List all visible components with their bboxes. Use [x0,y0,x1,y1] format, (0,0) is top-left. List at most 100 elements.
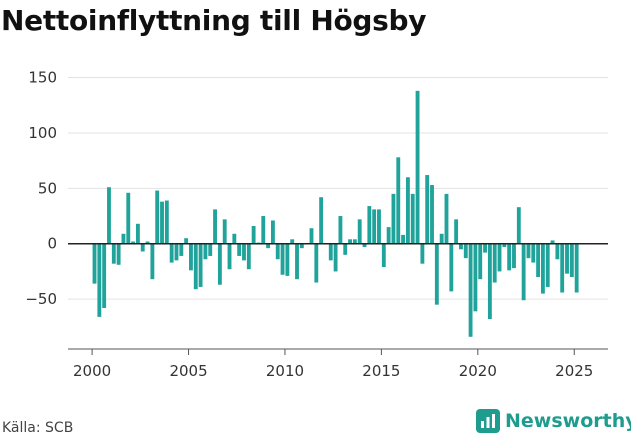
bar [526,243,531,259]
bar [425,175,430,244]
bar [516,207,521,244]
bar [97,243,102,317]
bar [391,193,396,244]
bar [237,243,242,256]
bar [420,243,425,264]
x-tick-label: 2020 [459,362,497,380]
newsworthy-logo: Newsworthy [476,409,631,433]
bar [208,243,213,256]
bar [401,234,406,244]
bar [193,243,198,290]
bar [348,239,352,244]
bar [328,243,333,261]
bar [502,243,507,248]
source-note: Källa: SCB [2,420,74,436]
y-axis: 150 100 50 0 −50 [25,69,57,309]
bar [131,241,136,244]
bar [540,243,545,294]
bar [434,243,439,305]
bar [319,197,324,244]
x-tick-label: 2025 [555,362,593,380]
x-tick-label: 2000 [73,362,111,380]
bar [135,223,140,244]
bar [189,243,193,271]
bar [531,243,536,263]
bar [560,243,565,293]
bar [444,193,449,244]
bar [372,209,377,244]
bar [295,243,299,280]
bar [377,209,381,244]
bar [569,243,574,277]
bar [454,219,459,244]
bar [405,177,410,244]
y-tick-label: 0 [47,235,57,253]
bar [299,243,304,249]
bar [203,243,208,260]
x-tick-label: 2010 [266,362,304,380]
bar-chart: 150 100 50 0 −50 2000 2005 2010 2015 2020 2025 [25,69,608,380]
brand-name: Newsworthy [505,410,631,432]
y-tick-label: 50 [38,179,57,197]
bar [483,243,487,253]
bar [222,219,227,244]
bar [468,243,473,337]
bar [367,206,372,244]
bar [126,192,131,244]
bar [179,243,184,256]
bar [381,243,386,268]
bar [492,243,497,283]
bar [160,201,164,244]
bar [449,243,454,292]
bar [111,243,116,264]
y-tick-label: −50 [25,290,57,308]
bar [439,233,444,244]
bar [338,216,343,244]
bar [164,200,169,244]
x-axis: 2000 2005 2010 2015 2020 2025 [68,348,608,380]
bar [116,243,121,265]
bar [555,243,560,260]
chart-title: Nettoinflyttning till Högsby [1,4,427,37]
bar [521,243,526,301]
bar [550,240,555,244]
bar [217,243,222,285]
bar [309,228,314,244]
bar [121,233,126,244]
bar [242,243,246,261]
bar [536,243,541,277]
bar [280,243,285,275]
bar [396,157,401,244]
bar [227,243,232,270]
bar [565,243,569,274]
bar [430,185,434,244]
bar [410,193,415,244]
bar [140,243,145,252]
gridlines [68,77,608,300]
bar [497,243,502,272]
y-tick-label: 100 [28,124,57,142]
bar [174,243,179,261]
bar [213,209,217,244]
bars [92,90,579,337]
bar [145,241,150,244]
bar [545,243,550,287]
bar [184,238,189,244]
bar [343,243,348,255]
bar [478,243,483,280]
bar [386,227,391,244]
bar [266,243,271,249]
bar [198,243,203,287]
bar [290,239,295,244]
bar [270,220,275,244]
x-tick-label: 2015 [362,362,400,380]
bar [285,243,290,276]
bar [232,233,237,244]
bar [169,243,174,263]
bar [487,243,492,320]
bar [357,219,362,244]
bar [107,187,111,244]
bar [92,243,97,284]
newsworthy-chart-icon [476,409,500,433]
bar [459,243,463,250]
